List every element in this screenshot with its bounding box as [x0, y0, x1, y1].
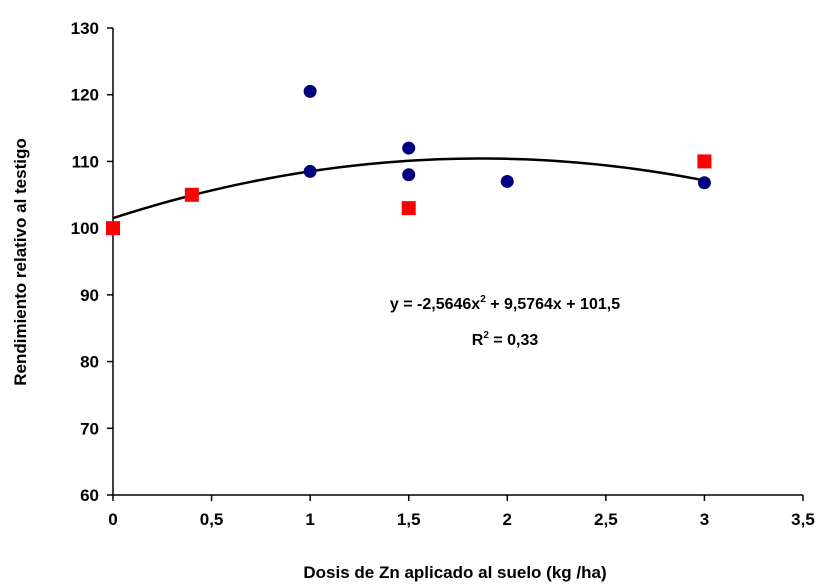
x-tick-label: 0: [108, 510, 117, 529]
r-squared-label: R2 = 0,33: [472, 330, 539, 349]
x-tick-label: 2,5: [594, 510, 618, 529]
x-tick-label: 3,5: [791, 510, 815, 529]
x-tick-label: 1: [305, 510, 314, 529]
equation-main: y = -2,5646x: [390, 296, 480, 313]
data-point-square: [697, 154, 712, 169]
y-tick-label: 130: [71, 19, 99, 38]
y-axis-label: Rendimiento relativo al testigo: [11, 138, 30, 386]
r2-superscript: 2: [483, 330, 489, 341]
data-point-circle: [697, 176, 711, 190]
x-tick-label: 3: [700, 510, 709, 529]
y-tick-label: 100: [71, 219, 99, 238]
data-point-square: [401, 201, 416, 216]
trendline-equation: y = -2,5646x2 + 9,5764x + 101,5: [390, 294, 620, 313]
data-point-circle: [500, 174, 514, 188]
x-tick-label: 1,5: [397, 510, 421, 529]
y-axis-ticks: 60 70 80 90 100 110 120 130: [71, 19, 113, 505]
data-point-circle: [303, 84, 317, 98]
y-axis: 60 70 80 90 100 110 120 130: [71, 19, 114, 505]
x-axis: 0 0,5 1 1,5 2 2,5 3 3,5: [108, 494, 815, 529]
y-tick-label: 110: [72, 152, 99, 171]
x-axis-ticks: 0 0,5 1 1,5 2 2,5 3 3,5: [108, 495, 815, 529]
y-tick-label: 70: [80, 419, 99, 438]
x-axis-label: Dosis de Zn aplicado al suelo (kg /ha): [303, 563, 606, 582]
y-tick-label: 120: [71, 86, 99, 105]
y-tick-label: 90: [80, 286, 99, 305]
data-point-square: [106, 221, 120, 236]
r2-main: R: [472, 332, 484, 349]
data-point-square: [184, 187, 199, 202]
data-point-circle: [402, 141, 416, 155]
y-tick-label: 60: [80, 486, 99, 505]
r2-rest: = 0,33: [489, 332, 538, 349]
data-points: [106, 84, 712, 236]
x-tick-label: 0,5: [200, 510, 224, 529]
data-point-circle: [402, 168, 416, 182]
y-tick-label: 80: [80, 353, 99, 372]
x-tick-label: 2: [503, 510, 512, 529]
equation-rest: + 9,5764x + 101,5: [486, 296, 620, 313]
data-point-circle: [303, 164, 317, 178]
equation-superscript: 2: [480, 294, 486, 305]
polynomial-trendline: [112, 157, 705, 220]
